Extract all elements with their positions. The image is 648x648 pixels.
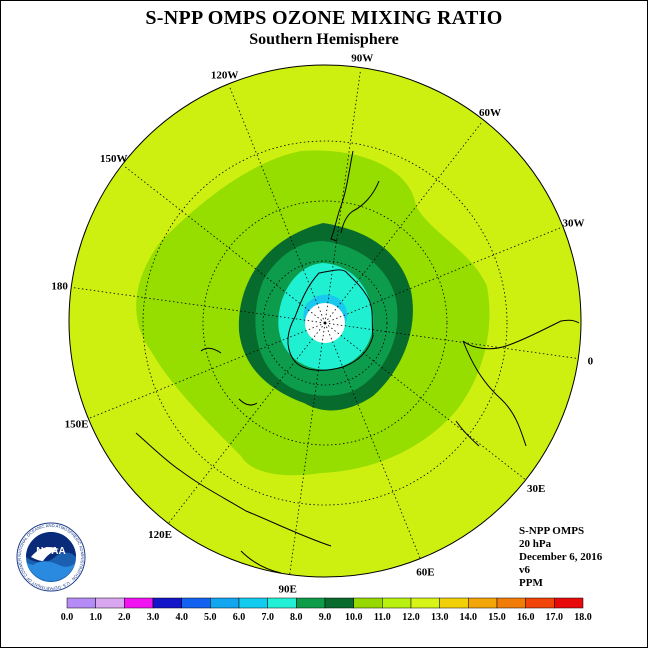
map-title: S-NPP OMPS OZONE MIXING RATIO [145,7,503,29]
longitude-label: 60W [479,107,501,119]
color-scale-segment [468,597,498,609]
longitude-label: 30E [527,483,545,495]
color-scale-tick-label: 15.0 [488,612,506,623]
longitude-label: 120W [211,70,239,82]
map-boundary [68,64,582,578]
longitude-label: 30W [563,218,585,230]
color-scale-segment [152,597,182,609]
color-scale-segment [210,597,240,609]
meridian-line [228,85,326,324]
info-level: 20 hPa [519,538,552,550]
longitude-label: 0 [588,355,594,367]
longitude-label: 90W [351,53,373,65]
color-scale-tick-label: 1.0 [89,612,102,623]
info-product: S-NPP OMPS [519,525,585,537]
color-scale-tick-label: 3.0 [147,612,160,623]
color-scale-tick-label: 13.0 [431,612,449,623]
noaa-logo-text: NOAA [36,546,65,557]
meridian-line [324,322,422,561]
color-scale-segment [181,597,211,609]
longitude-label: 150W [100,153,128,165]
noaa-logo: NOAA NATIONAL OCEANIC AND ATMOSPHERIC AD… [15,521,86,592]
info-version: v6 [519,564,530,576]
color-scale-segment [353,597,383,609]
color-scale-tick-label: 6.0 [233,612,246,623]
meridian-line [324,226,563,324]
meridian-line [71,286,326,324]
color-scale-tick-label: 5.0 [204,612,217,623]
info-block: S-NPP OMPS 20 hPa December 6, 2016 v6 PP… [519,525,602,590]
color-scale-tick-label: 4.0 [175,612,188,623]
meridian-line [324,322,579,360]
longitude-label: 120E [148,529,172,541]
longitude-label: 60E [416,567,434,579]
color-scale-tick-label: 9.0 [319,612,332,623]
meridian-line [324,121,483,324]
meridian-line [87,322,326,420]
color-scale-ticks: 0.0 1.0 2.0 3.0 4.0 5.0 6.0 7.0 8.0 9.0 10.0 11.0 12… [61,612,592,623]
info-units: PPM [519,577,543,589]
color-scale-segment [95,597,125,609]
color-scale-tick-label: 17.0 [546,612,564,623]
color-scale-tick-label: 14.0 [460,612,478,623]
color-scale-tick-label: 18.0 [574,612,592,623]
meridian-line [167,322,326,525]
meridian-line [123,165,326,324]
color-scale-tick-label: 16.0 [517,612,535,623]
color-scale-segment [324,597,354,609]
longitude-label: 150E [65,418,89,430]
color-scale-segments [66,597,584,609]
color-scale-tick-label: 2.0 [118,612,131,623]
color-scale-segment [525,597,555,609]
color-scale-segment [496,597,526,609]
coastlines [135,150,580,574]
color-scale-tick-label: 0.0 [61,612,74,623]
color-scale-segment [410,597,440,609]
meridian-line [324,69,362,324]
color-scale-tick-label: 10.0 [345,612,363,623]
color-scale-segment [296,597,326,609]
color-scale-tick-label: 12.0 [402,612,420,623]
color-scale-segment [238,597,268,609]
color-scale-segment [382,597,412,609]
longitude-label: 90E [279,583,297,595]
longitude-labels: 90W 60W 30W 0 30E 60E 90E 120E 150E 180 150W 120W [51,53,593,596]
map-subtitle: Southern Hemisphere [249,31,399,48]
color-scale-tick-label: 7.0 [261,612,274,623]
info-date: December 6, 2016 [519,551,603,563]
color-scale-segment [124,597,154,609]
meridian-line [324,322,527,481]
color-scale-segment [439,597,469,609]
longitude-label: 180 [51,281,68,293]
color-scale-segment [267,597,297,609]
meridian-line [288,322,326,577]
color-scale-segment [66,597,96,609]
color-scale-segment [554,597,584,609]
color-scale-tick-label: 11.0 [374,612,391,623]
graticule [71,69,579,577]
color-scale-tick-label: 8.0 [290,612,303,623]
